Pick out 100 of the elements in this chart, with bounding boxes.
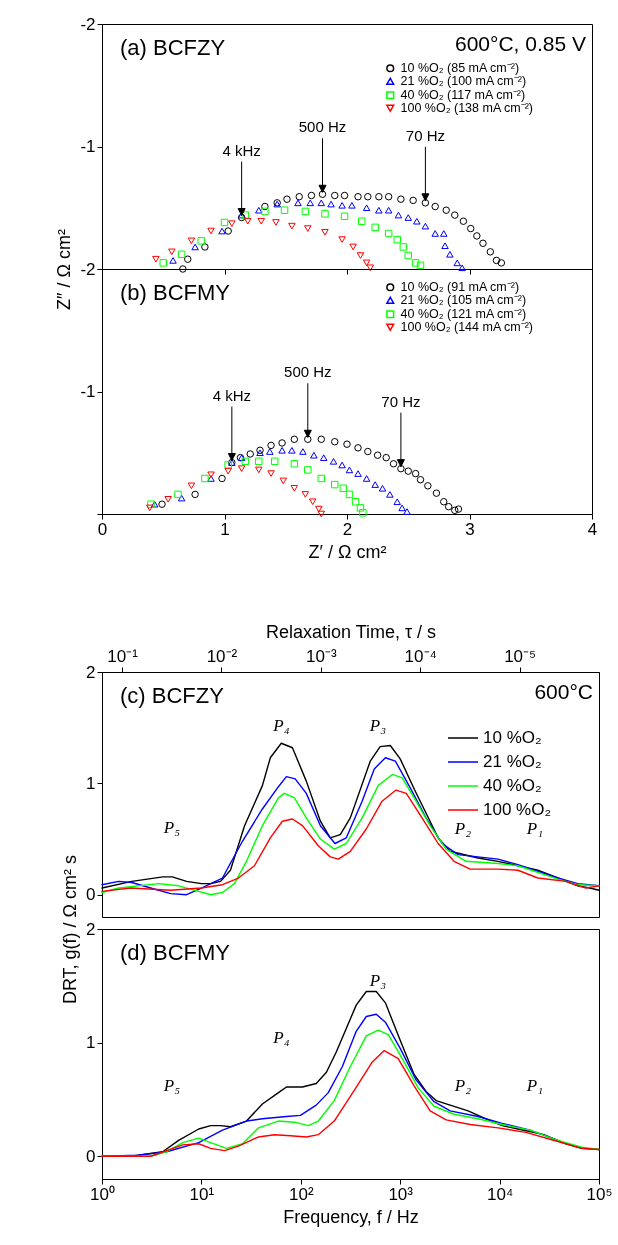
annotation: 600°C, 0.85 V	[455, 32, 586, 55]
point	[224, 461, 232, 469]
point	[164, 495, 172, 503]
legend-label: 40 %O₂	[483, 776, 542, 795]
x-tick-label: 10⁵	[586, 1184, 613, 1204]
point	[174, 490, 182, 499]
point	[224, 227, 232, 235]
y-axis-title: DRT, g(f) / Ω cm² s	[60, 854, 81, 1005]
point	[431, 202, 439, 211]
point	[179, 265, 187, 273]
point	[295, 192, 303, 201]
point	[404, 251, 412, 260]
point	[184, 255, 192, 263]
point	[371, 223, 379, 232]
point	[378, 484, 387, 492]
point	[338, 201, 346, 209]
point	[451, 211, 459, 219]
annotation: 4 kHz	[212, 386, 252, 404]
point	[446, 250, 454, 258]
point	[201, 474, 209, 483]
point	[343, 440, 351, 448]
point	[348, 201, 356, 209]
point	[393, 235, 401, 244]
x-tick-label: 1	[220, 519, 230, 539]
point	[299, 448, 307, 455]
point	[191, 243, 199, 251]
annotation: P₃	[368, 971, 387, 990]
point	[397, 464, 405, 473]
point	[357, 217, 366, 225]
point	[354, 444, 362, 452]
legend-label: 100 %O₂	[483, 800, 552, 819]
point	[397, 195, 405, 203]
point	[413, 217, 421, 225]
point	[304, 466, 312, 474]
legend-label: 10 %O₂ (85 mA cm⁻²)	[400, 61, 520, 76]
point	[319, 454, 328, 461]
point	[421, 199, 430, 207]
point	[147, 500, 155, 508]
point	[218, 474, 226, 483]
point	[266, 448, 274, 455]
point	[371, 481, 379, 488]
point	[290, 435, 299, 444]
point	[288, 222, 296, 230]
point	[497, 259, 506, 267]
point	[432, 489, 441, 497]
legend-label: 21 %O₂ (100 mA cm⁻²)	[400, 74, 527, 89]
y-tick-label: 1	[86, 773, 96, 793]
point	[331, 191, 339, 200]
point	[362, 475, 371, 482]
point	[146, 504, 154, 512]
point	[364, 447, 372, 456]
point	[384, 206, 393, 214]
point	[272, 219, 280, 226]
point	[220, 218, 229, 227]
point	[207, 475, 215, 482]
legend-label: 100 %O₂ (144 mA cm⁻²)	[400, 320, 534, 335]
point	[317, 510, 326, 518]
point	[431, 230, 439, 237]
legend-label: 10 %O₂	[483, 728, 542, 747]
point	[159, 259, 167, 267]
y-tick-label: 1	[86, 1033, 96, 1053]
point	[375, 206, 383, 214]
point	[329, 458, 338, 465]
y-tick-label: -1	[80, 382, 96, 401]
point	[351, 498, 360, 506]
point	[290, 484, 299, 492]
point	[177, 494, 186, 502]
point	[308, 498, 317, 506]
text: (b) BCFMY	[120, 280, 231, 305]
annotation: P₄	[272, 1028, 290, 1047]
x-tick-label: 10²	[289, 1184, 314, 1204]
point	[340, 191, 349, 200]
point	[442, 206, 450, 214]
point	[315, 505, 323, 513]
point	[317, 199, 326, 207]
point	[354, 192, 362, 201]
legend-label: 10 %O₂ (91 mA cm⁻²)	[400, 280, 520, 295]
annotation: P₁	[525, 819, 544, 838]
point	[317, 435, 326, 444]
point	[301, 207, 310, 216]
point	[366, 264, 375, 272]
point	[278, 446, 286, 454]
x-tick-label: 10³	[388, 1184, 414, 1204]
point	[362, 259, 371, 267]
legend-label: 21 %O₂	[483, 752, 542, 771]
point	[345, 490, 354, 499]
point	[237, 465, 246, 472]
y-tick-label: 2	[86, 662, 96, 682]
point	[290, 460, 299, 468]
point	[241, 211, 250, 219]
point	[403, 508, 411, 515]
point	[327, 200, 335, 208]
point	[451, 506, 459, 515]
annotation: P₂	[453, 1076, 472, 1095]
point	[228, 220, 236, 227]
x-tick-label: 10⁻³	[306, 646, 337, 666]
annotation: 4 kHz	[222, 141, 261, 159]
point	[454, 505, 463, 513]
annotation: P₃	[368, 715, 387, 735]
x-tick-label: 10⁻⁵	[504, 646, 537, 666]
